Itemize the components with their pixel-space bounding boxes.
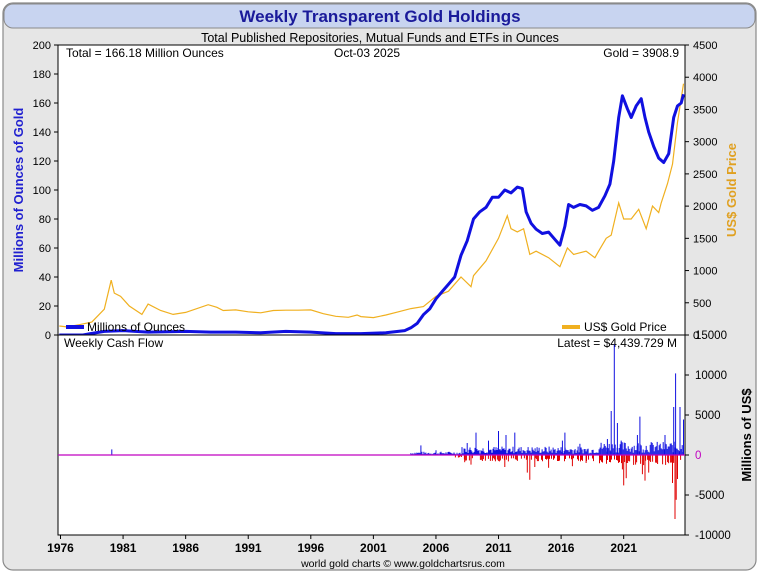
right-tick-label: 2000 — [693, 201, 717, 213]
x-tick-label: 2001 — [360, 541, 387, 555]
right-tick-label: 0 — [693, 330, 699, 342]
right-tick-label: 500 — [693, 298, 711, 310]
gold-price-annotation: Gold = 3908.9 — [603, 46, 679, 60]
left-tick-label: 40 — [39, 272, 51, 284]
footer-credit: world gold charts © www.goldchartsrus.co… — [300, 558, 505, 570]
x-tick-label: 1976 — [47, 541, 74, 555]
left-tick-label: 160 — [33, 98, 51, 110]
x-tick-label: 2021 — [610, 541, 637, 555]
right-tick-label: 4500 — [693, 40, 717, 52]
cash-flow-bars — [111, 344, 684, 519]
bottom-right-axis-ticks: -10000 -5000 0 5000 10000 15000 — [685, 330, 731, 542]
cash-flow-label: Weekly Cash Flow — [64, 336, 163, 350]
x-tick-label: 1996 — [297, 541, 324, 555]
title-bar — [3, 3, 756, 29]
left-tick-label: 80 — [39, 214, 51, 226]
bottom-panel: Weekly Cash Flow Latest = $4,439.729 M -… — [57, 330, 754, 542]
flow-tick-label: -5000 — [695, 490, 724, 502]
left-tick-label: 120 — [33, 156, 51, 168]
legend-holdings-label: Millions of Ounces — [87, 320, 185, 334]
total-annotation: Total = 166.18 Million Ounces — [66, 46, 224, 60]
flow-tick-label: -10000 — [695, 530, 731, 542]
legend-holdings: Millions of Ounces — [66, 320, 185, 334]
x-tick-label: 1986 — [172, 541, 199, 555]
right-tick-label: 1000 — [693, 266, 717, 278]
left-tick-label: 200 — [33, 40, 51, 52]
left-axis-label: Millions of Ounces of Gold — [11, 108, 26, 273]
left-tick-label: 60 — [39, 243, 51, 255]
holdings-series — [59, 93, 685, 337]
legend-gold-label: US$ Gold Price — [584, 320, 667, 334]
flow-tick-label: 5000 — [695, 410, 721, 422]
left-tick-label: 140 — [33, 127, 51, 139]
date-annotation: Oct-03 2025 — [334, 46, 400, 60]
x-tick-label: 1991 — [235, 541, 262, 555]
x-axis-ticks: 1976 1981 1986 1991 1996 2001 2006 2011 2016 2021 — [47, 535, 637, 555]
chart-subtitle: Total Published Repositories, Mutual Fun… — [201, 31, 559, 45]
top-left-axis-ticks: 0 20 40 60 80 100 120 140 160 180 200 — [33, 40, 58, 342]
x-tick-label: 2016 — [548, 541, 575, 555]
right-tick-label: 2500 — [693, 169, 717, 181]
gold-price-series — [59, 83, 685, 328]
left-tick-label: 180 — [33, 69, 51, 81]
x-tick-label: 2006 — [423, 541, 450, 555]
left-tick-label: 20 — [39, 301, 51, 313]
right-tick-label: 4000 — [693, 72, 717, 84]
legend-gold: US$ Gold Price — [562, 320, 667, 334]
chart-title: Weekly Transparent Gold Holdings — [239, 7, 520, 26]
top-plot-area — [57, 44, 686, 336]
bottom-plot-area — [57, 334, 686, 536]
right-axis-label: US$ Gold Price — [724, 143, 739, 237]
right-tick-label: 1500 — [693, 233, 717, 245]
top-panel: Total = 166.18 Million Ounces Oct-03 202… — [11, 40, 739, 342]
bottom-axis-label: Millions of US$ — [739, 388, 754, 482]
left-tick-label: 100 — [33, 185, 51, 197]
left-tick-label: 0 — [45, 330, 51, 342]
right-tick-label: 3500 — [693, 104, 717, 116]
flow-tick-label: 10000 — [695, 370, 727, 382]
right-tick-label: 3000 — [693, 137, 717, 149]
flow-tick-label: 0 — [695, 450, 701, 462]
top-right-axis-ticks: 0 500 1000 1500 2000 2500 3000 3500 4000 4500 — [685, 40, 717, 342]
x-tick-label: 1981 — [110, 541, 137, 555]
x-tick-label: 2011 — [486, 541, 512, 555]
flow-tick-label: 15000 — [695, 330, 727, 342]
latest-flow-annotation: Latest = $4,439.729 M — [557, 336, 677, 350]
